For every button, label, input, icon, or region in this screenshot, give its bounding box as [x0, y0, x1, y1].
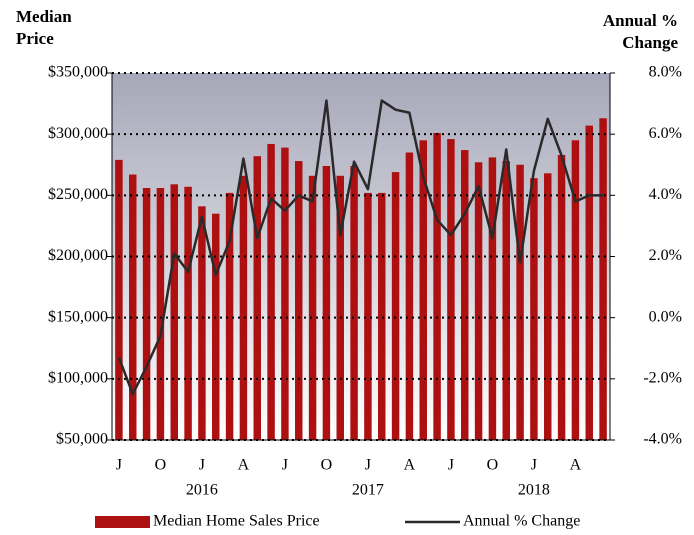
y-tick-label: $350,000: [48, 64, 108, 81]
bar: [212, 213, 220, 440]
y2-tick-label: -4.0%: [643, 431, 682, 448]
bar: [599, 118, 607, 440]
bar: [474, 162, 483, 440]
bar: [308, 175, 317, 440]
x-tick-label: J: [365, 457, 371, 474]
bar: [433, 132, 441, 440]
x-year-label: 2017: [352, 482, 384, 499]
y2-axis-title: Annual % Change: [602, 11, 678, 52]
y2-tick-label: 0.0%: [649, 308, 682, 325]
bar: [267, 143, 275, 440]
x-tick-label: O: [321, 457, 333, 474]
bar: [378, 192, 386, 440]
y-tick-label: $250,000: [48, 186, 108, 203]
bar: [239, 175, 248, 440]
bar: [115, 159, 123, 440]
bar: [391, 172, 400, 440]
bar: [557, 154, 566, 441]
bar: [350, 165, 358, 440]
y-tick-label: $50,000: [56, 431, 108, 448]
bar: [544, 173, 552, 440]
bar: [461, 150, 469, 440]
bar: [142, 187, 151, 440]
legend-label: Median Home Sales Price: [153, 513, 320, 530]
x-tick-label: J: [282, 457, 288, 474]
bar: [129, 174, 137, 440]
bar: [419, 140, 427, 441]
bar: [225, 192, 234, 440]
bar: [571, 140, 580, 441]
legend-label: Annual % Change: [463, 513, 580, 530]
x-tick-label: J: [448, 457, 454, 474]
y-axis-title: Median Price: [16, 7, 72, 48]
line: [117, 99, 604, 396]
y-tick-label: $200,000: [48, 247, 108, 264]
bar: [447, 139, 455, 440]
y2-tick-label: 8.0%: [649, 64, 682, 81]
x-tick-label: J: [199, 457, 205, 474]
bar: [530, 178, 538, 440]
bar: [281, 147, 289, 440]
x-tick-label: A: [570, 457, 582, 474]
bar: [516, 164, 524, 440]
bar: [170, 184, 178, 440]
y2-tick-label: -2.0%: [643, 370, 682, 387]
x-tick-label: A: [238, 457, 250, 474]
y-tick-label: $150,000: [48, 308, 108, 325]
bar: [184, 186, 192, 440]
x-tick-label: J: [116, 457, 122, 474]
x-tick-label: O: [155, 457, 167, 474]
bar: [156, 187, 165, 440]
bar: [253, 156, 261, 441]
bar: [295, 161, 303, 440]
bar: [322, 165, 331, 440]
legend-swatch: [95, 516, 150, 528]
bar: [488, 157, 497, 440]
bar: [336, 175, 344, 440]
x-year-label: 2016: [186, 482, 218, 499]
bar: [405, 152, 414, 440]
x-tick-label: J: [531, 457, 537, 474]
y2-tick-label: 4.0%: [649, 186, 682, 203]
bar: [198, 206, 206, 440]
bar: [502, 161, 510, 440]
y2-tick-label: 2.0%: [649, 247, 682, 264]
y-tick-label: $100,000: [48, 370, 108, 387]
x-tick-label: O: [487, 457, 499, 474]
bar: [585, 125, 593, 440]
x-tick-label: A: [404, 457, 416, 474]
x-year-label: 2018: [518, 482, 550, 499]
y-tick-label: $300,000: [48, 125, 108, 142]
y2-tick-label: 6.0%: [649, 125, 682, 142]
bar: [364, 192, 372, 440]
